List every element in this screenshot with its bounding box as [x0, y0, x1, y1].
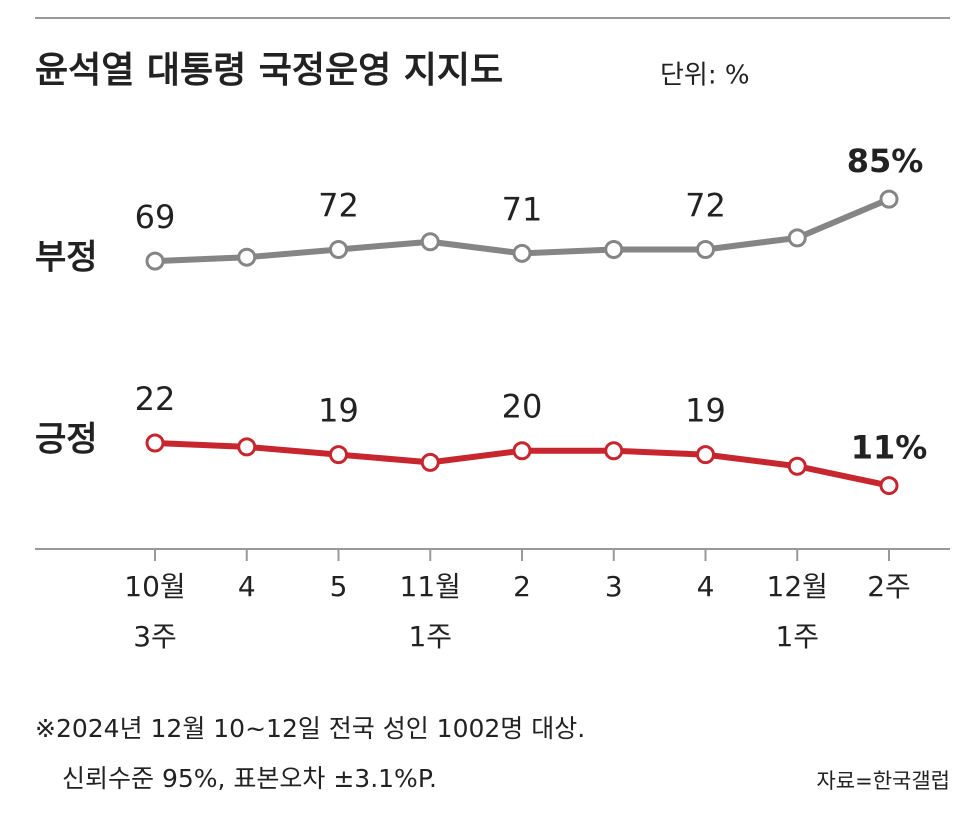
x-tick-label: 11월 1주 — [400, 570, 461, 653]
point — [329, 445, 348, 465]
x-tick-label: 2주 — [867, 570, 911, 603]
point — [787, 456, 807, 476]
point — [696, 239, 715, 259]
point — [145, 433, 165, 453]
point — [604, 239, 624, 259]
point — [329, 239, 348, 259]
point — [420, 232, 440, 252]
point — [420, 452, 440, 472]
value-label: 20 — [502, 388, 543, 426]
value-label: 22 — [135, 380, 176, 418]
point — [604, 441, 624, 461]
chart-title: 윤석열 대통령 국정운영 지지도 — [35, 50, 503, 91]
point — [512, 441, 532, 461]
value-label: 85% — [847, 142, 924, 180]
x-tick-label: 12월 1주 — [767, 570, 828, 653]
point — [145, 251, 165, 271]
value-label: 11% — [851, 429, 928, 467]
point — [787, 228, 807, 248]
series-name: 긍정 — [35, 420, 98, 460]
note: ※2024년 12월 10~12일 전국 성인 1002명 대상. — [35, 714, 585, 743]
source: 자료=한국갤럽 — [816, 769, 950, 793]
value-label: 19 — [685, 392, 726, 430]
note: 신뢰수준 95%, 표본오차 ±3.1%P. — [62, 764, 437, 793]
series-name: 부정 — [35, 238, 98, 278]
x-tick-label: 2 — [513, 570, 531, 603]
point — [237, 437, 257, 457]
value-label: 19 — [318, 392, 359, 430]
x-tick-label: 4 — [238, 570, 256, 603]
value-label: 71 — [502, 190, 543, 228]
value-label: 72 — [685, 186, 726, 224]
point — [879, 476, 899, 496]
x-tick-label: 3 — [605, 570, 623, 603]
x-tick-label: 10월 3주 — [124, 570, 185, 653]
point — [237, 247, 257, 267]
unit-label: 단위: % — [660, 61, 750, 91]
value-label: 72 — [318, 186, 359, 224]
point — [879, 189, 899, 209]
x-tick-label: 4 — [697, 570, 715, 603]
value-label: 69 — [135, 198, 176, 236]
point — [512, 243, 532, 263]
point — [696, 445, 715, 465]
x-tick-label: 5 — [330, 570, 348, 603]
